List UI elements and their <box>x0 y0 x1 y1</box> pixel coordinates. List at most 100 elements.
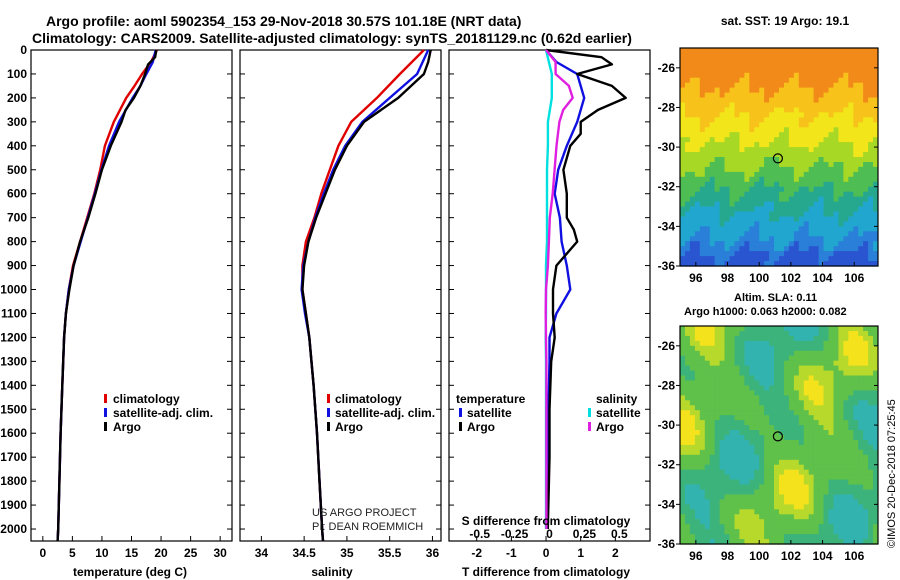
sla-map-cell <box>764 335 770 342</box>
sla-map-cell <box>754 425 760 431</box>
sla-map-cell <box>744 345 750 352</box>
sst-map-cell <box>719 97 726 104</box>
sst-map-cell <box>694 102 701 109</box>
sst-map-cell <box>798 122 805 128</box>
sst-map-cell <box>774 87 780 94</box>
sst-map-cell <box>779 67 785 74</box>
sst-map-cell <box>803 67 810 74</box>
sst-map-cell <box>793 211 800 218</box>
sst-map-cell <box>714 137 721 143</box>
x-tick-label: 15 <box>125 546 139 560</box>
sla-map-cell <box>699 539 706 545</box>
sst-map-cell <box>868 196 874 203</box>
sla-map-cell <box>793 370 800 377</box>
sst-map-cell <box>858 236 864 242</box>
sst-map-cell <box>833 181 839 188</box>
sla-map-cell <box>858 340 864 347</box>
sst-map-cell <box>858 191 864 198</box>
sst-map-cell <box>694 186 701 193</box>
sst-map-cell <box>858 166 864 173</box>
x-tick-label: 35.5 <box>378 546 402 560</box>
sst-map-cell <box>858 72 864 79</box>
sst-map-cell <box>788 107 795 114</box>
sla-map-cell <box>749 340 755 347</box>
sla-map-cell <box>689 444 696 451</box>
sst-map-cell <box>769 171 775 178</box>
sla-map-cell <box>694 459 701 466</box>
sst-map-cell <box>709 62 716 69</box>
sst-map-cell <box>863 72 869 79</box>
sst-map-cell <box>784 191 790 198</box>
sla-map-cell <box>739 335 745 342</box>
sst-map-cell <box>803 231 810 237</box>
sst-map-cell <box>868 92 874 99</box>
sst-map-cell <box>724 196 730 203</box>
sla-map-cell <box>685 440 691 446</box>
sla-map-cell <box>759 340 765 347</box>
sla-map-cell <box>739 370 745 377</box>
sla-map-cell <box>798 370 805 377</box>
sla-map-cell <box>863 504 869 510</box>
sst-map-cell <box>784 82 790 89</box>
sst-map-cell <box>714 256 721 262</box>
sla-map-cell <box>719 435 726 441</box>
sla-map-cell <box>823 529 829 535</box>
sla-map-cell <box>784 326 790 332</box>
sst-map-cell <box>873 127 879 133</box>
sst-map-cell <box>803 201 810 208</box>
sst-map-cell <box>848 137 854 143</box>
sla-map-cell <box>853 539 859 545</box>
sla-map-cell <box>828 479 834 486</box>
sla-map-cell <box>813 474 820 481</box>
sla-map-cell <box>764 345 770 352</box>
sst-map-cell <box>853 196 859 203</box>
sst-map-cell <box>813 112 820 118</box>
sla-map-cell <box>749 420 755 426</box>
sst-map-cell <box>858 53 864 59</box>
sla-map-cell <box>863 440 869 446</box>
sst-map-cell <box>749 157 755 163</box>
sla-map-cell <box>848 459 854 466</box>
sla-map-cell <box>808 380 815 387</box>
sla-map-cell <box>808 499 815 505</box>
sla-map-cell <box>729 335 735 342</box>
sst-map-cell <box>873 236 879 242</box>
sla-map-cell <box>833 524 839 530</box>
sst-map-cell <box>788 171 795 178</box>
sst-map-cell <box>784 246 790 252</box>
sst-map-cell <box>754 191 760 198</box>
sst-map-cell <box>694 53 701 59</box>
sla-map-cell <box>689 375 696 382</box>
series-line-argo-salinity- <box>544 49 574 529</box>
sst-map-cell <box>843 137 849 143</box>
sst-map-cell <box>788 87 795 94</box>
sla-map-cell <box>709 494 716 501</box>
sla-map-cell <box>724 504 730 510</box>
sst-map-cell <box>769 211 775 218</box>
sla-map-cell <box>714 489 721 496</box>
sla-map-cell <box>833 504 839 510</box>
sla-map-cell <box>793 539 800 545</box>
sst-map-cell <box>724 246 730 252</box>
sst-map-cell <box>873 62 879 69</box>
sla-map-cell <box>714 435 721 441</box>
sst-map-cell <box>808 226 815 232</box>
sla-map-cell <box>784 331 790 337</box>
sst-map-cell <box>853 206 859 213</box>
sla-map-cell <box>813 509 820 515</box>
sst-map-cell <box>848 216 854 223</box>
sla-map-cell <box>685 410 691 416</box>
sla-map-cell <box>838 519 844 525</box>
sst-map-cell <box>779 137 785 143</box>
sst-map-cell <box>685 82 691 89</box>
sst-map-cell <box>724 132 730 138</box>
sst-map-cell <box>739 226 745 232</box>
sst-map-cell <box>774 246 780 252</box>
sla-map-cell <box>818 449 825 456</box>
sla-map-cell <box>694 385 701 392</box>
sla-map-cell <box>779 335 785 342</box>
sst-map-cell <box>798 137 805 143</box>
sla-map-cell <box>833 509 839 515</box>
sst-map-cell <box>689 127 696 133</box>
sst-map-cell <box>759 221 765 227</box>
